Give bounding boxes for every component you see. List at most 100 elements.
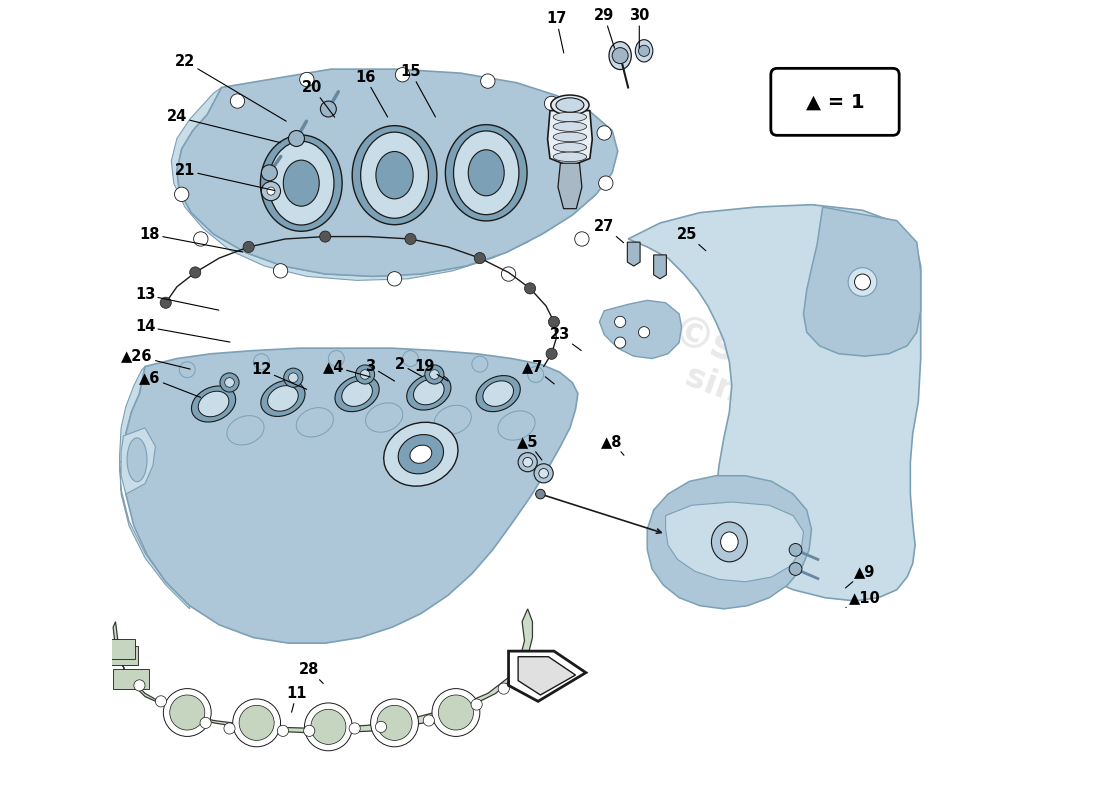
Text: ▲7: ▲7	[521, 359, 554, 384]
Circle shape	[262, 165, 277, 181]
Circle shape	[430, 370, 439, 379]
Text: 3: 3	[365, 359, 395, 381]
Polygon shape	[113, 670, 148, 690]
Ellipse shape	[191, 386, 235, 422]
Polygon shape	[653, 255, 667, 279]
Circle shape	[525, 283, 536, 294]
Text: 13: 13	[135, 287, 219, 310]
Text: 28: 28	[299, 662, 323, 683]
Circle shape	[284, 368, 302, 387]
Polygon shape	[518, 657, 575, 695]
Text: ▲10: ▲10	[846, 590, 881, 607]
Circle shape	[320, 231, 331, 242]
Text: 30: 30	[629, 8, 649, 48]
Ellipse shape	[553, 112, 586, 122]
Ellipse shape	[365, 403, 403, 432]
Circle shape	[789, 562, 802, 575]
Text: 2: 2	[395, 357, 421, 376]
Circle shape	[299, 72, 314, 86]
Circle shape	[163, 689, 211, 737]
Polygon shape	[600, 300, 682, 358]
Polygon shape	[120, 366, 189, 609]
Ellipse shape	[702, 512, 757, 572]
Circle shape	[361, 370, 370, 379]
Ellipse shape	[553, 132, 586, 142]
Text: 19: 19	[414, 359, 448, 381]
Circle shape	[262, 182, 280, 201]
Text: 14: 14	[135, 319, 230, 342]
Circle shape	[277, 726, 288, 737]
Circle shape	[161, 297, 172, 308]
Ellipse shape	[376, 151, 414, 199]
Ellipse shape	[476, 375, 520, 412]
Circle shape	[405, 234, 416, 245]
Text: since 1985: since 1985	[681, 359, 882, 459]
Ellipse shape	[553, 152, 586, 162]
Polygon shape	[558, 163, 582, 209]
Circle shape	[179, 362, 195, 378]
Text: 27: 27	[594, 218, 624, 242]
Circle shape	[615, 316, 626, 327]
Text: 22: 22	[175, 54, 286, 121]
Circle shape	[613, 48, 628, 63]
Circle shape	[155, 696, 166, 707]
Text: 24: 24	[167, 110, 280, 142]
Circle shape	[518, 453, 537, 472]
Text: ©spares: ©spares	[666, 310, 866, 418]
Circle shape	[544, 96, 559, 110]
Circle shape	[175, 187, 189, 202]
Ellipse shape	[284, 160, 319, 206]
Circle shape	[239, 706, 274, 741]
Circle shape	[274, 264, 288, 278]
Ellipse shape	[551, 95, 590, 115]
Circle shape	[320, 101, 337, 117]
Circle shape	[224, 378, 234, 387]
Text: 20: 20	[302, 80, 334, 117]
Text: 23: 23	[549, 327, 581, 350]
Polygon shape	[177, 69, 618, 277]
Ellipse shape	[261, 380, 305, 417]
Ellipse shape	[336, 375, 380, 412]
Circle shape	[375, 722, 386, 733]
Circle shape	[169, 695, 205, 730]
Ellipse shape	[384, 422, 458, 486]
Circle shape	[536, 490, 546, 499]
Ellipse shape	[268, 142, 334, 225]
Circle shape	[230, 94, 244, 108]
Text: 21: 21	[175, 163, 275, 190]
Polygon shape	[100, 639, 135, 659]
Text: 29: 29	[594, 8, 615, 48]
Circle shape	[377, 706, 412, 741]
Text: 12: 12	[251, 362, 307, 390]
Circle shape	[638, 46, 650, 56]
Text: 25: 25	[676, 226, 706, 250]
Circle shape	[474, 253, 485, 264]
Ellipse shape	[296, 408, 333, 437]
Circle shape	[371, 699, 418, 746]
Circle shape	[243, 242, 254, 253]
Circle shape	[549, 316, 560, 327]
Text: 15: 15	[400, 64, 436, 117]
Circle shape	[194, 232, 208, 246]
Circle shape	[288, 373, 298, 382]
Circle shape	[528, 366, 543, 382]
Ellipse shape	[553, 122, 586, 131]
Circle shape	[522, 458, 532, 467]
Circle shape	[267, 187, 275, 195]
Ellipse shape	[483, 381, 514, 406]
Circle shape	[789, 543, 802, 556]
Circle shape	[615, 337, 626, 348]
Circle shape	[200, 718, 211, 729]
Polygon shape	[113, 609, 532, 734]
Circle shape	[304, 726, 315, 737]
Polygon shape	[121, 428, 155, 494]
Circle shape	[502, 267, 516, 282]
Circle shape	[848, 268, 877, 296]
Ellipse shape	[498, 411, 535, 440]
Circle shape	[189, 267, 201, 278]
Circle shape	[472, 356, 487, 372]
Text: ▲9: ▲9	[846, 564, 876, 588]
Circle shape	[233, 699, 280, 746]
Circle shape	[546, 348, 558, 359]
Ellipse shape	[261, 135, 342, 231]
